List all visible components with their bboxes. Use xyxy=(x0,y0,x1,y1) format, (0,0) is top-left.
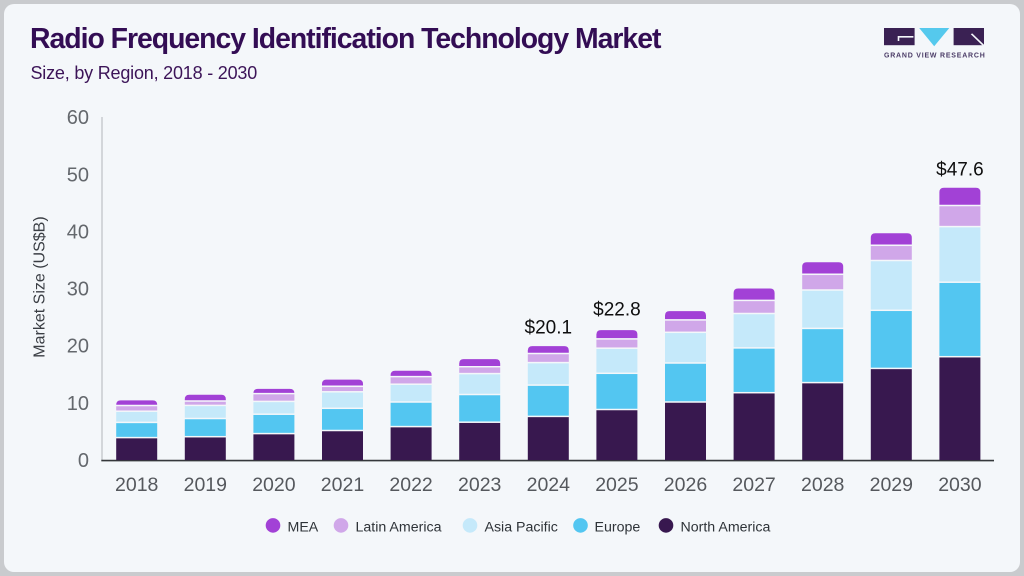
svg-text:2028: 2028 xyxy=(801,474,844,496)
svg-text:2020: 2020 xyxy=(252,474,296,496)
svg-text:2019: 2019 xyxy=(184,474,227,496)
svg-text:2022: 2022 xyxy=(389,474,432,496)
svg-text:$22.8: $22.8 xyxy=(593,300,641,321)
svg-text:0: 0 xyxy=(78,450,89,472)
svg-text:North America: North America xyxy=(681,519,771,535)
svg-text:2030: 2030 xyxy=(938,474,982,496)
svg-text:2021: 2021 xyxy=(321,474,364,496)
svg-text:2025: 2025 xyxy=(595,474,639,496)
svg-text:2026: 2026 xyxy=(664,474,707,496)
svg-text:60: 60 xyxy=(67,107,89,129)
svg-text:30: 30 xyxy=(67,279,89,301)
svg-text:40: 40 xyxy=(67,221,89,243)
svg-text:Latin America: Latin America xyxy=(356,519,442,535)
svg-text:$20.1: $20.1 xyxy=(525,318,573,339)
svg-text:Market Size (US$B): Market Size (US$B) xyxy=(32,216,49,357)
svg-text:Asia Pacific: Asia Pacific xyxy=(485,519,558,535)
svg-text:GRAND VIEW RESEARCH: GRAND VIEW RESEARCH xyxy=(884,53,986,60)
svg-text:50: 50 xyxy=(67,164,89,186)
svg-text:2029: 2029 xyxy=(870,474,913,496)
svg-text:$47.6: $47.6 xyxy=(936,160,984,181)
svg-text:10: 10 xyxy=(67,393,89,415)
svg-text:2023: 2023 xyxy=(458,474,501,496)
svg-text:20: 20 xyxy=(67,336,89,358)
svg-text:2018: 2018 xyxy=(115,474,158,496)
svg-text:MEA: MEA xyxy=(288,519,319,535)
svg-text:2027: 2027 xyxy=(732,474,775,496)
svg-text:2024: 2024 xyxy=(527,474,571,496)
svg-text:Europe: Europe xyxy=(595,519,641,535)
